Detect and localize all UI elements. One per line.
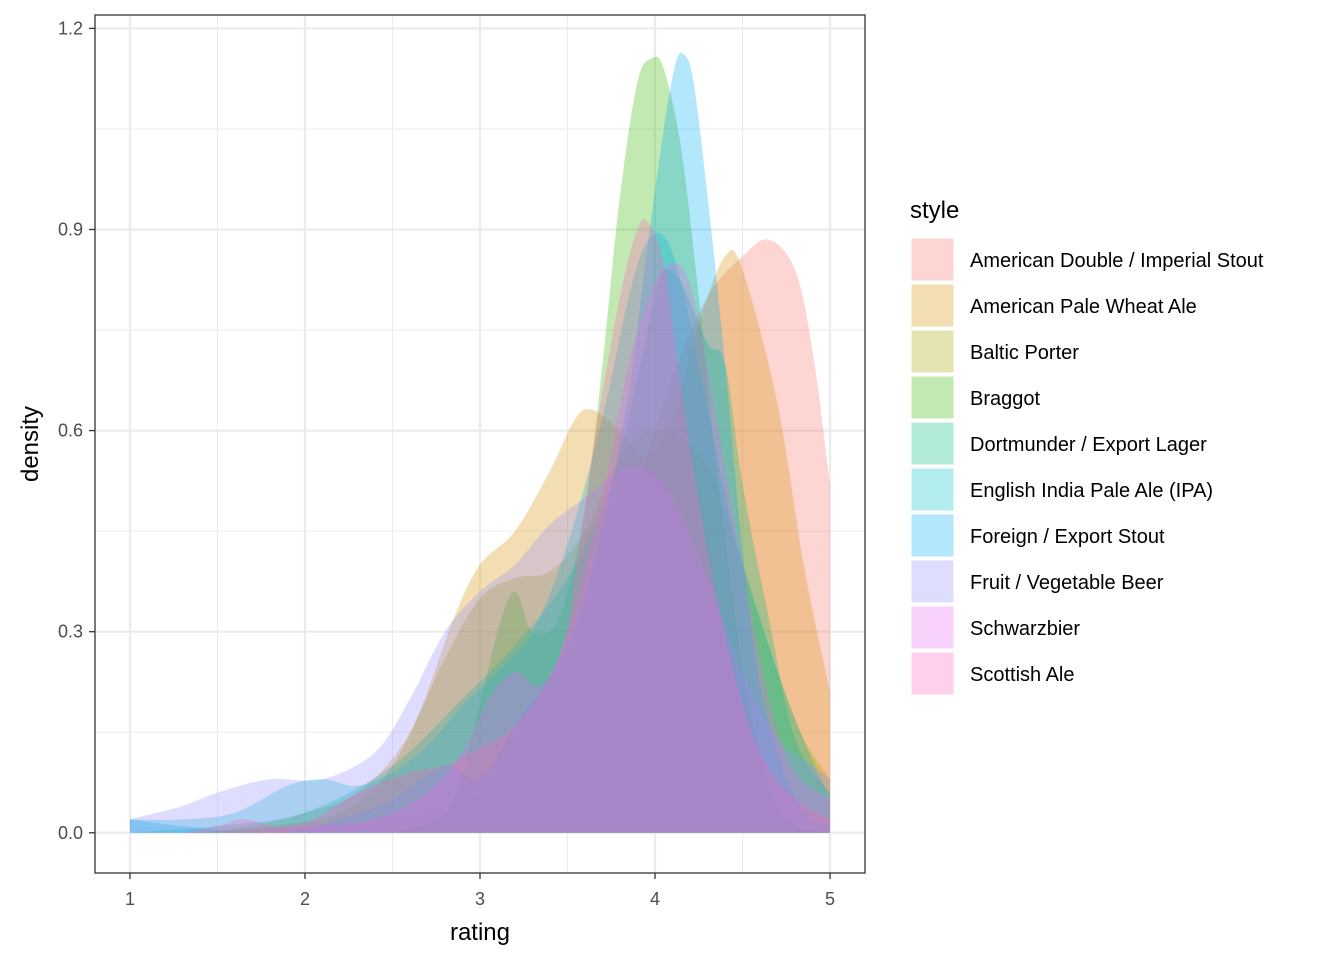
legend-key-background — [911, 468, 954, 511]
legend-key-swatch — [911, 560, 954, 603]
x-tick-label: 3 — [475, 889, 485, 909]
y-tick-label: 0.0 — [58, 823, 83, 843]
major-gridlines — [95, 15, 865, 873]
legend-label: Dortmunder / Export Lager — [970, 434, 1207, 456]
legend-items: American Double / Imperial Stout American… — [911, 238, 1264, 695]
density-area-8 — [130, 467, 830, 833]
legend-label: Fruit / Vegetable Beer — [970, 572, 1164, 594]
density-area-1 — [217, 239, 830, 833]
legend-key-swatch — [911, 652, 954, 695]
legend-label: American Double / Imperial Stout — [970, 250, 1264, 272]
y-tick-label: 1.2 — [58, 18, 83, 38]
y-tick-label: 0.9 — [58, 220, 83, 240]
legend-key-swatch — [911, 330, 954, 373]
legend-label: Schwarzbier — [970, 618, 1080, 640]
density-area-3 — [182, 428, 830, 833]
x-axis: 1 2 3 4 5 — [125, 873, 835, 909]
legend-label: Foreign / Export Stout — [970, 526, 1165, 548]
density-areas — [130, 52, 830, 833]
legend: style American Double / Imperial StoutAm… — [910, 197, 1264, 695]
density-area-9 — [235, 262, 830, 833]
legend-key-background — [911, 514, 954, 557]
x-tick-label: 5 — [825, 889, 835, 909]
y-axis: 0.0 0.3 0.6 0.9 1.2 — [58, 18, 95, 843]
legend-key-swatch — [911, 514, 954, 557]
legend-key-background — [911, 652, 954, 695]
y-tick-label: 0.6 — [58, 421, 83, 441]
legend-label: English India Pale Ale (IPA) — [970, 480, 1213, 502]
legend-key-swatch — [911, 284, 954, 327]
x-axis-title: rating — [450, 919, 510, 946]
legend-key-swatch — [911, 376, 954, 419]
density-area-4 — [392, 56, 830, 833]
legend-key-swatch — [911, 422, 954, 465]
density-area-2 — [200, 250, 830, 833]
legend-key-background — [911, 284, 954, 327]
legend-key-background — [911, 606, 954, 649]
density-area-7 — [130, 52, 830, 833]
legend-key-background — [911, 330, 954, 373]
legend-key-swatch — [911, 238, 954, 281]
density-area-5 — [130, 269, 830, 833]
density-area-6 — [130, 232, 830, 833]
x-tick-label: 1 — [125, 889, 135, 909]
y-tick-label: 0.3 — [58, 622, 83, 642]
legend-key-swatch — [911, 606, 954, 649]
density-area-10 — [182, 219, 830, 833]
x-tick-label: 4 — [650, 889, 660, 909]
legend-key-swatch — [911, 468, 954, 511]
legend-key-background — [911, 376, 954, 419]
x-tick-label: 2 — [300, 889, 310, 909]
legend-title: style — [910, 197, 959, 224]
legend-label: Baltic Porter — [970, 342, 1079, 364]
legend-key-background — [911, 238, 954, 281]
legend-label: Scottish Ale — [970, 664, 1075, 686]
legend-label: American Pale Wheat Ale — [970, 296, 1197, 318]
legend-label: Braggot — [970, 388, 1040, 410]
legend-key-background — [911, 560, 954, 603]
y-axis-title: density — [17, 406, 44, 482]
legend-key-background — [911, 422, 954, 465]
